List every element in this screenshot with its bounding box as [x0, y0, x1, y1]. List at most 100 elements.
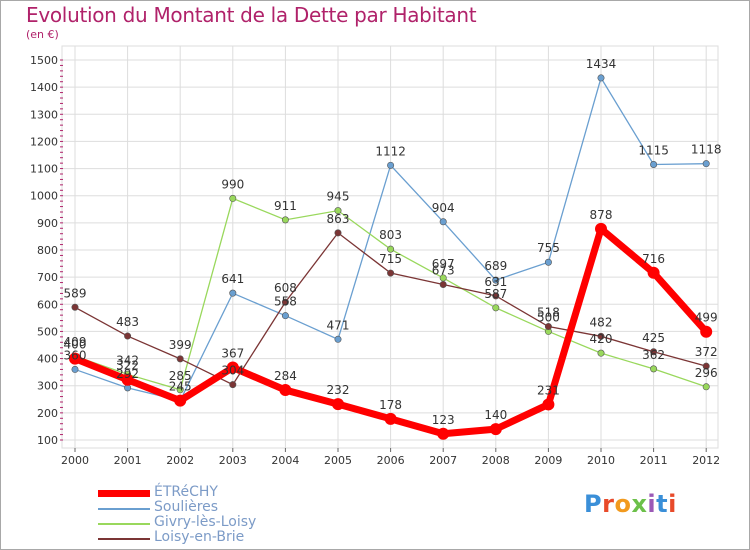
- data-label: 697: [432, 257, 455, 271]
- data-point: [387, 269, 395, 277]
- x-tick-label: 2008: [482, 454, 510, 467]
- data-label: 911: [274, 199, 297, 213]
- data-point: [334, 207, 342, 215]
- data-label: 689: [484, 259, 507, 273]
- data-label: 322: [116, 359, 139, 373]
- y-tick-label: 1100: [30, 163, 58, 176]
- x-tick-label: 2009: [534, 454, 562, 467]
- y-tick-label: 200: [37, 407, 58, 420]
- data-point: [492, 304, 500, 312]
- logo-letter: r: [602, 490, 615, 518]
- data-point: [650, 161, 658, 169]
- data-label: 1118: [691, 143, 722, 157]
- data-point: [387, 161, 395, 169]
- data-label: 367: [221, 347, 244, 361]
- data-label: 342: [116, 353, 139, 367]
- data-point: [384, 412, 397, 425]
- x-tick-label: 2002: [166, 454, 194, 467]
- data-point: [492, 292, 500, 300]
- data-label: 400: [64, 338, 87, 352]
- legend-swatch: [98, 538, 150, 540]
- data-point: [69, 352, 81, 365]
- data-point: [647, 266, 660, 279]
- data-point: [281, 312, 289, 320]
- data-label: 304: [221, 364, 244, 378]
- data-point: [281, 298, 289, 306]
- data-label: 631: [484, 275, 507, 289]
- legend-swatch: [98, 523, 150, 525]
- series-layer: [69, 74, 713, 440]
- data-label: 755: [537, 241, 560, 255]
- x-tick-label: 2005: [324, 454, 352, 467]
- data-label: 483: [116, 315, 139, 329]
- legend-swatch: [98, 490, 150, 497]
- x-tick-label: 2010: [587, 454, 615, 467]
- data-label: 803: [379, 228, 402, 242]
- data-label-layer: 400 322 245 367 284 232 178 123 140 231 878 716 499 3…: [64, 57, 722, 427]
- data-label: 499: [695, 311, 718, 325]
- x-tick-label: 2001: [114, 454, 142, 467]
- data-point: [597, 74, 605, 82]
- legend-swatch: [98, 508, 150, 510]
- y-tick-label: 800: [37, 244, 58, 257]
- plot-border: [61, 45, 719, 449]
- proxiti-logo: Proxiti: [584, 490, 677, 518]
- data-label: 608: [274, 281, 297, 295]
- chart-subtitle: (en €): [26, 28, 59, 41]
- data-label: 904: [432, 201, 455, 215]
- logo-letter: o: [614, 490, 632, 518]
- data-point: [229, 381, 237, 389]
- data-point: [229, 194, 237, 202]
- data-label: 296: [695, 366, 718, 380]
- data-point: [71, 303, 79, 311]
- data-point: [279, 384, 292, 397]
- data-point: [226, 361, 239, 374]
- data-label: 372: [695, 345, 718, 359]
- data-point: [492, 276, 500, 284]
- data-point: [544, 258, 552, 266]
- y-tick-label: 500: [37, 325, 58, 338]
- x-tick-label: 2003: [219, 454, 247, 467]
- data-point: [597, 332, 605, 340]
- data-point: [702, 383, 710, 391]
- y-tick-label: 1400: [30, 81, 58, 94]
- logo-letter: i: [668, 490, 677, 518]
- data-point: [281, 216, 289, 224]
- data-label: 716: [642, 252, 665, 266]
- data-point: [387, 245, 395, 253]
- chart-title: Evolution du Montant de la Dette par Hab…: [26, 3, 477, 27]
- data-label: 245: [169, 380, 192, 394]
- data-label: 589: [64, 286, 87, 300]
- data-label: 178: [379, 398, 402, 412]
- data-point: [702, 160, 710, 168]
- data-point: [597, 349, 605, 357]
- legend-label: Loisy-en-Brie: [154, 529, 245, 545]
- data-label: 990: [221, 177, 244, 191]
- y-tick-label: 1200: [30, 135, 58, 148]
- data-label: 362: [642, 348, 665, 362]
- data-point: [176, 386, 184, 394]
- data-point: [176, 355, 184, 363]
- axis-layer: 100 200 300 400 500 600 700 800 900 1000 1100 1200 1…: [30, 54, 720, 467]
- x-tick-label: 2004: [271, 454, 299, 467]
- legend-label: Soulières: [154, 499, 219, 515]
- data-point: [121, 373, 134, 386]
- y-tick-label: 1300: [30, 108, 58, 121]
- legend-label: ÉTRéCHY: [154, 484, 218, 500]
- data-label: 518: [537, 306, 560, 320]
- data-label: 409: [64, 335, 87, 349]
- data-label: 292: [116, 367, 139, 381]
- data-point: [700, 325, 713, 338]
- data-label: 284: [274, 369, 297, 383]
- data-label: 878: [590, 208, 613, 222]
- data-label: 673: [432, 263, 455, 277]
- data-label: 482: [590, 315, 613, 329]
- data-label: 1115: [638, 144, 669, 158]
- data-point: [650, 348, 658, 356]
- y-tick-label: 100: [37, 434, 58, 447]
- data-point: [439, 280, 447, 288]
- data-point: [71, 365, 79, 373]
- logo-letter: i: [647, 490, 657, 518]
- data-point: [439, 218, 447, 226]
